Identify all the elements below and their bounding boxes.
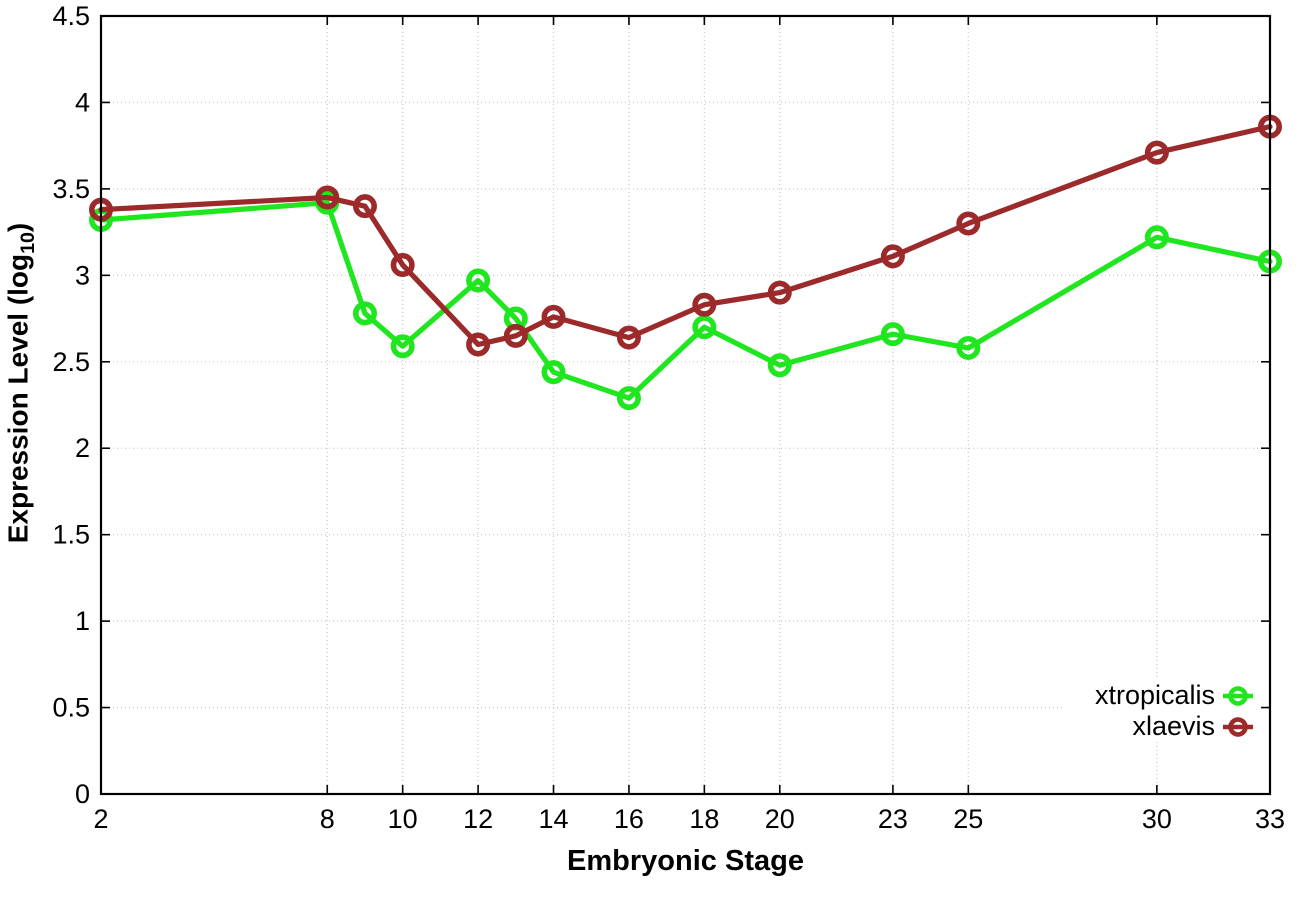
svg-text:10: 10 bbox=[388, 804, 418, 834]
svg-text:1: 1 bbox=[75, 606, 90, 636]
svg-text:0.5: 0.5 bbox=[52, 693, 90, 723]
svg-text:1.5: 1.5 bbox=[52, 520, 90, 550]
svg-text:2: 2 bbox=[75, 433, 90, 463]
svg-text:0: 0 bbox=[75, 779, 90, 809]
svg-text:25: 25 bbox=[953, 804, 983, 834]
svg-text:23: 23 bbox=[878, 804, 908, 834]
svg-text:3.5: 3.5 bbox=[52, 174, 90, 204]
svg-text:2.5: 2.5 bbox=[52, 347, 90, 377]
svg-text:8: 8 bbox=[320, 804, 335, 834]
svg-text:12: 12 bbox=[463, 804, 493, 834]
svg-text:4: 4 bbox=[75, 87, 90, 117]
svg-text:3: 3 bbox=[75, 260, 90, 290]
svg-text:2: 2 bbox=[93, 804, 108, 834]
svg-text:20: 20 bbox=[765, 804, 795, 834]
svg-text:4.5: 4.5 bbox=[52, 1, 90, 31]
svg-text:18: 18 bbox=[689, 804, 719, 834]
svg-text:33: 33 bbox=[1255, 804, 1285, 834]
svg-text:14: 14 bbox=[538, 804, 568, 834]
svg-text:16: 16 bbox=[614, 804, 644, 834]
svg-text:30: 30 bbox=[1142, 804, 1172, 834]
